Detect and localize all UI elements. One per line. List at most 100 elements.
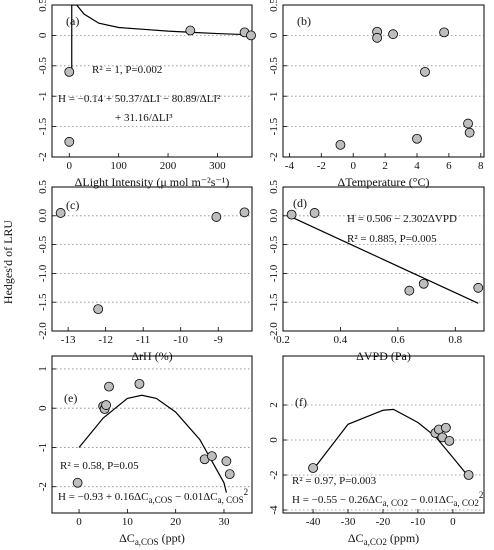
panel-label: (f) — [295, 395, 307, 409]
x-axis-label-part: (ppm) — [387, 531, 419, 545]
x-tick-label: -30 — [341, 516, 356, 528]
y-tick-label: -2.0 — [37, 322, 49, 340]
x-axis-label: ΔCa,COS (ppt) — [119, 531, 185, 547]
x-tick-label: 0.2 — [276, 334, 290, 346]
y-tick-label: -2 — [37, 152, 49, 161]
plot-frame — [51, 355, 253, 514]
annotation: H = −0.55 − 0.26ΔCa, CO2 − 0.01ΔCa, CO22 — [292, 490, 483, 508]
x-tick-label: 0 — [76, 516, 82, 528]
x-axis-label: ΔLight Intensity (μ mol m⁻²s⁻¹) — [75, 175, 230, 189]
fit-line — [312, 408, 470, 478]
data-point — [388, 29, 398, 40]
x-tick-label: 10 — [122, 516, 134, 528]
annotation: + 31.16/ΔLI³ — [115, 112, 173, 124]
y-tick-label: -2 — [268, 470, 280, 479]
y-tick-label: -2 — [37, 482, 49, 491]
data-point — [404, 285, 415, 296]
x-tick-label: 8 — [478, 160, 484, 172]
y-tick-label: -1.0 — [268, 264, 280, 282]
annotation-part: a, CO2 — [382, 498, 408, 508]
data-point — [335, 139, 346, 150]
x-tick-label: -4 — [285, 160, 295, 172]
x-tick-label: 30 — [218, 516, 230, 528]
x-tick-label: 0 — [67, 160, 73, 172]
data-point — [134, 378, 145, 389]
panel-label: (e) — [64, 391, 77, 405]
fit-line — [71, 5, 252, 69]
y-tick-label: 2 — [268, 402, 280, 408]
y-tick-label: 0.0 — [37, 208, 49, 222]
y-tick-label: -1 — [268, 92, 280, 101]
y-tick-label: -1 — [37, 443, 49, 452]
x-axis-label-part: a,CO2 — [364, 537, 387, 547]
y-tick-label: 0.5 — [268, 0, 280, 12]
y-tick-label: -1 — [37, 92, 49, 101]
panel-label: (b) — [297, 14, 311, 28]
x-tick-label: -20 — [376, 516, 391, 528]
y-tick-label: 1 — [37, 366, 49, 372]
y-tick-label: -2 — [268, 152, 280, 161]
x-tick-label: 2 — [382, 160, 388, 172]
annotation-part: 2 — [479, 490, 484, 500]
y-tick-label: -0.5 — [37, 57, 49, 75]
x-axis-label-part: ΔC — [119, 531, 135, 545]
annotation: H = 0.506 − 2.302ΔVPD — [347, 213, 457, 225]
y-tick-label: -2.0 — [268, 322, 280, 340]
annotation-part: a, CO2 — [453, 498, 479, 508]
x-tick-label: -12 — [98, 334, 113, 346]
x-tick-label: 100 — [110, 160, 127, 172]
x-tick-label: 0.6 — [391, 334, 405, 346]
data-point — [104, 381, 114, 392]
fit-line — [78, 394, 227, 493]
x-tick-label: -2 — [317, 160, 326, 172]
data-point — [72, 477, 83, 488]
annotation: R² = 0.97, P=0.003 — [292, 475, 377, 487]
data-point — [93, 304, 104, 315]
y-tick-label: -1.5 — [37, 293, 49, 311]
data-point — [185, 25, 196, 36]
data-point — [64, 136, 75, 147]
x-tick-label: -10 — [411, 516, 426, 528]
data-point — [439, 27, 450, 38]
x-tick-label: -13 — [61, 334, 76, 346]
data-point — [372, 32, 383, 43]
data-point — [221, 456, 232, 467]
y-tick-label: -1.0 — [37, 264, 49, 282]
y-tick-label: -0.5 — [37, 235, 49, 253]
panel-label: (c) — [66, 198, 79, 212]
y-tick-label: -1.5 — [268, 293, 280, 311]
y-tick-label: -1.5 — [37, 117, 49, 135]
data-point — [239, 207, 250, 218]
y-tick-label: 0 — [37, 405, 49, 411]
data-point — [207, 451, 217, 461]
annotation-part: H = −0.55 − 0.26ΔC — [292, 494, 382, 506]
data-point — [464, 127, 475, 138]
data-point — [420, 66, 430, 77]
annotation: R² = 0.885, P=0.005 — [347, 233, 437, 245]
data-point — [101, 400, 112, 410]
y-tick-label: 0 — [268, 437, 280, 443]
panel-label: (a) — [66, 14, 79, 28]
x-axis-label-part: a,COS — [135, 537, 159, 547]
x-tick-label: 200 — [160, 160, 177, 172]
shared-y-label: Hedges'd of LRU — [1, 220, 15, 304]
annotation-part: a, COS — [218, 495, 244, 505]
x-tick-label: 0 — [450, 516, 456, 528]
y-tick-label: 0.5 — [37, 0, 49, 12]
data-point — [211, 212, 222, 222]
y-tick-label: 0 — [37, 32, 49, 38]
annotation: H = −0.14 + 50.37/ΔLI − 80.89/ΔLI² — [58, 93, 221, 105]
x-axis-label: ΔTemperature (°C) — [338, 175, 430, 189]
annotation-part: − 0.01ΔC — [172, 491, 217, 503]
x-tick-label: 6 — [446, 160, 452, 172]
x-tick-label: -10 — [173, 334, 188, 346]
y-tick-label: -1.5 — [268, 117, 280, 135]
data-point — [286, 209, 297, 220]
x-tick-label: -11 — [136, 334, 150, 346]
data-point — [246, 30, 256, 41]
x-tick-label: -40 — [306, 516, 321, 528]
data-point — [308, 463, 318, 473]
annotation-part: H = −0.93 + 0.16ΔC — [58, 491, 148, 503]
annotation: R² = 1, P=0.002 — [92, 64, 162, 76]
